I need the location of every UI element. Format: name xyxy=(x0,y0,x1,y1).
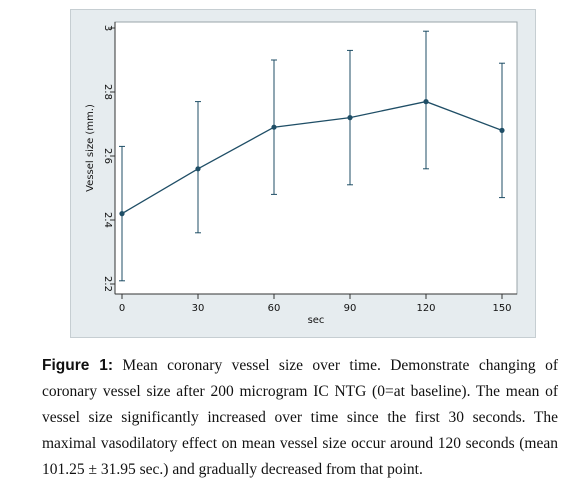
y-axis-title: Vessel size (mm.) xyxy=(85,104,96,192)
caption-label: Figure 1: xyxy=(42,357,113,374)
data-point xyxy=(195,166,201,172)
x-tick-label: 120 xyxy=(416,303,435,314)
series-line xyxy=(121,100,503,215)
data-point xyxy=(119,211,125,217)
x-tick-label: 150 xyxy=(492,303,511,314)
x-tick-label: 60 xyxy=(268,303,281,314)
data-points xyxy=(119,99,505,217)
data-point xyxy=(423,99,429,105)
x-tick-label: 30 xyxy=(192,303,205,314)
y-tick-label: 2.8 xyxy=(102,84,113,100)
x-axis-title: sec xyxy=(308,315,325,326)
data-point xyxy=(499,127,505,133)
caption-text: Mean coronary vessel size over time. Dem… xyxy=(42,357,558,478)
x-tick-label: 90 xyxy=(344,303,357,314)
y-tick-label: 2.2 xyxy=(102,276,113,292)
x-tick-label: 0 xyxy=(119,303,125,314)
y-tick-label: 2.4 xyxy=(102,212,113,228)
y-tick-label: 2.6 xyxy=(102,148,113,164)
data-point xyxy=(271,124,277,130)
y-tick-label: 3 xyxy=(102,25,113,31)
vessel-size-chart: 2.2 2.4 2.6 2.8 3 0 30 60 90 120 150 sec Vessel s… xyxy=(85,21,518,326)
figure-panel: 2.2 2.4 2.6 2.8 3 0 30 60 90 120 150 sec Vessel s… xyxy=(70,9,536,338)
x-axis: 0 30 60 90 120 150 xyxy=(115,293,517,314)
y-axis: 2.2 2.4 2.6 2.8 3 xyxy=(102,22,116,294)
data-point xyxy=(347,115,353,121)
figure-caption: Figure 1: Mean coronary vessel size over… xyxy=(42,353,558,483)
plot-area xyxy=(114,21,518,295)
